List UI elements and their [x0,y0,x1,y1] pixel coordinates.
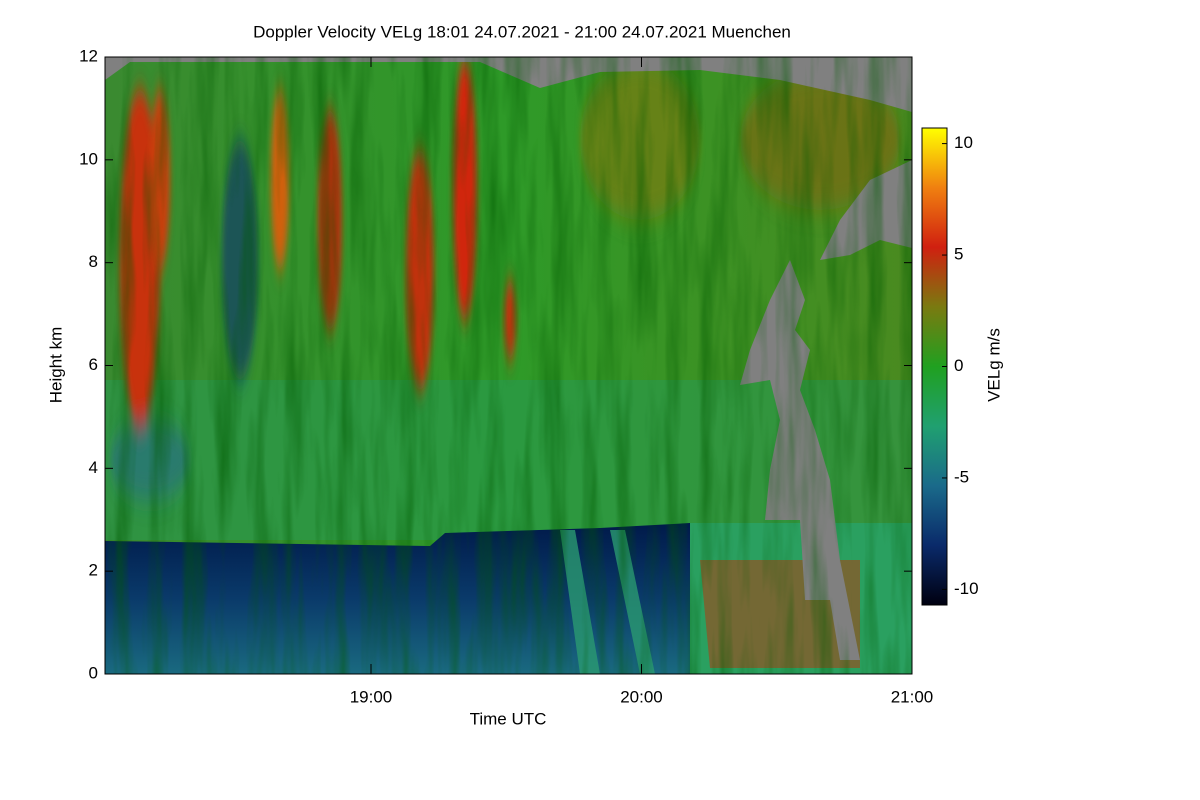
y-tick-label: 12 [79,46,98,65]
y-axis-label: Height km [46,327,65,404]
x-tick-label: 20:00 [620,687,663,706]
x-axis-label: Time UTC [470,709,547,728]
y-tick-label: 0 [89,663,98,682]
x-tick-label: 21:00 [891,687,934,706]
x-tick-label: 19:00 [350,687,393,706]
colorbar-label: VELg m/s [984,328,1003,402]
y-tick-label: 2 [89,561,98,580]
colorbar-tick-label: 10 [954,133,973,152]
colorbar-tick-label: -5 [954,467,969,486]
velocity-field [105,57,912,674]
colorbar-tick-label: -10 [954,579,979,598]
y-tick-label: 10 [79,149,98,168]
y-tick-label: 8 [89,252,98,271]
colorbar-tick-label: 0 [954,356,963,375]
chart-title: Doppler Velocity VELg 18:01 24.07.2021 -… [253,22,791,41]
y-tick-label: 6 [89,355,98,374]
y-tick-label: 4 [89,458,98,477]
colorbar-tick-label: 5 [954,245,963,264]
